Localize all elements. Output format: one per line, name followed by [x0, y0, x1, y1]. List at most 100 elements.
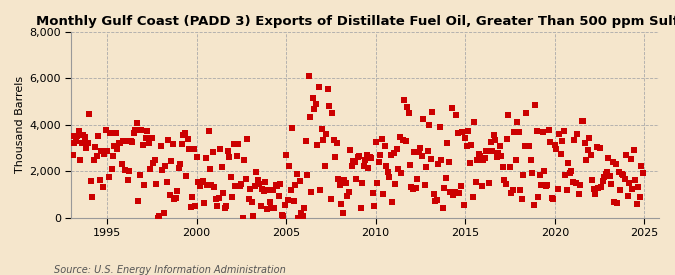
- Point: [457, 129, 468, 134]
- Point: [574, 183, 585, 188]
- Point: [225, 175, 236, 180]
- Point: [536, 183, 547, 187]
- Point: [304, 114, 315, 119]
- Point: [545, 140, 556, 145]
- Point: [614, 170, 624, 175]
- Point: [138, 143, 148, 148]
- Point: [74, 129, 84, 133]
- Point: [564, 171, 575, 175]
- Point: [452, 130, 463, 135]
- Point: [416, 154, 427, 158]
- Point: [173, 166, 184, 170]
- Point: [354, 154, 364, 158]
- Point: [261, 207, 272, 211]
- Point: [245, 187, 256, 191]
- Point: [510, 157, 521, 162]
- Point: [382, 170, 393, 175]
- Point: [218, 191, 229, 195]
- Point: [376, 137, 387, 141]
- Point: [230, 184, 241, 188]
- Point: [605, 174, 616, 178]
- Y-axis label: Thousand Barrels: Thousand Barrels: [15, 76, 25, 173]
- Point: [352, 155, 363, 160]
- Point: [552, 186, 563, 191]
- Point: [233, 142, 244, 147]
- Point: [502, 137, 512, 141]
- Point: [509, 130, 520, 134]
- Point: [548, 197, 559, 202]
- Point: [403, 111, 414, 115]
- Point: [276, 213, 287, 218]
- Point: [148, 161, 159, 165]
- Point: [221, 204, 232, 208]
- Point: [297, 214, 308, 219]
- Point: [588, 186, 599, 191]
- Point: [309, 107, 320, 111]
- Point: [427, 109, 438, 114]
- Point: [620, 177, 630, 182]
- Point: [90, 145, 101, 149]
- Point: [286, 188, 296, 192]
- Point: [512, 120, 523, 125]
- Point: [175, 162, 186, 166]
- Point: [312, 143, 323, 147]
- Point: [387, 200, 398, 204]
- Point: [624, 181, 634, 185]
- Point: [464, 161, 475, 165]
- Point: [418, 117, 429, 121]
- Point: [424, 122, 435, 127]
- Point: [140, 136, 151, 140]
- Point: [463, 129, 474, 133]
- Point: [65, 134, 76, 138]
- Point: [321, 131, 332, 136]
- Point: [615, 188, 626, 192]
- Point: [609, 200, 620, 204]
- Point: [296, 211, 306, 215]
- Point: [315, 188, 326, 192]
- Point: [630, 177, 641, 182]
- Point: [497, 165, 508, 170]
- Point: [197, 179, 208, 184]
- Point: [100, 128, 111, 132]
- Point: [252, 177, 263, 182]
- Point: [70, 139, 81, 143]
- Point: [442, 141, 453, 145]
- Point: [364, 155, 375, 159]
- Point: [298, 206, 309, 210]
- Point: [236, 182, 247, 186]
- Point: [489, 138, 500, 142]
- Point: [562, 188, 572, 192]
- Point: [616, 172, 627, 176]
- Point: [196, 180, 207, 184]
- Point: [340, 181, 351, 185]
- Point: [79, 134, 90, 139]
- Point: [414, 150, 425, 154]
- Point: [146, 136, 157, 141]
- Point: [239, 158, 250, 163]
- Point: [136, 128, 146, 133]
- Point: [369, 204, 379, 208]
- Point: [515, 188, 526, 192]
- Point: [361, 153, 372, 158]
- Point: [167, 142, 178, 147]
- Point: [439, 186, 450, 191]
- Point: [385, 153, 396, 157]
- Point: [429, 192, 439, 196]
- Point: [560, 173, 570, 177]
- Point: [360, 158, 371, 163]
- Point: [85, 179, 96, 184]
- Point: [468, 120, 479, 125]
- Point: [379, 144, 390, 149]
- Point: [281, 153, 292, 158]
- Point: [95, 178, 105, 182]
- Point: [187, 195, 198, 200]
- Point: [375, 153, 385, 157]
- Point: [396, 171, 406, 175]
- Point: [556, 152, 566, 156]
- Point: [290, 183, 300, 188]
- Point: [185, 205, 196, 209]
- Point: [121, 139, 132, 143]
- Point: [232, 154, 242, 158]
- Point: [495, 154, 506, 159]
- Point: [357, 181, 368, 185]
